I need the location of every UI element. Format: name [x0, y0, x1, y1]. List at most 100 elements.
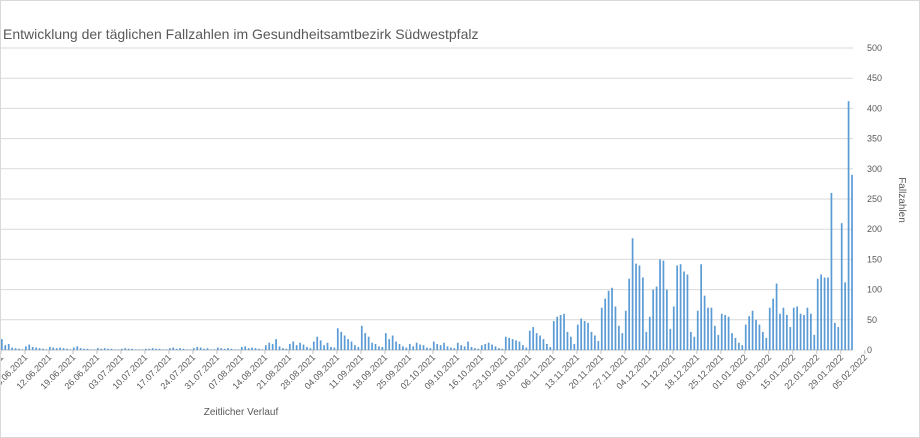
- bar: [768, 307, 771, 350]
- bar: [659, 259, 661, 350]
- bar: [604, 298, 607, 350]
- bar: [494, 346, 497, 350]
- bar: [381, 346, 384, 350]
- bar: [573, 343, 576, 350]
- bar: [755, 319, 757, 350]
- bar: [18, 348, 20, 350]
- bar: [350, 341, 353, 350]
- bar: [484, 343, 487, 350]
- bar: [55, 348, 58, 350]
- bar: [336, 328, 339, 350]
- bar: [762, 331, 764, 350]
- bar: [203, 348, 205, 350]
- bar: [669, 328, 672, 350]
- bar: [738, 342, 740, 350]
- y-tick-label: 50: [867, 315, 877, 325]
- bar: [426, 347, 428, 350]
- bar: [693, 336, 696, 350]
- bar: [141, 349, 144, 350]
- x-axis-label: Zeitlicher Verlauf: [204, 407, 279, 418]
- bars: [1, 101, 853, 351]
- bar: [552, 321, 555, 350]
- bar: [306, 346, 308, 350]
- bar: [744, 324, 747, 350]
- bar: [155, 348, 157, 350]
- bar: [501, 348, 504, 350]
- bar: [624, 310, 627, 350]
- bar: [470, 346, 473, 350]
- y-axis-label: Fallzahlen: [896, 177, 907, 223]
- bar: [25, 346, 27, 350]
- bar: [748, 316, 750, 350]
- bar: [415, 342, 418, 350]
- bar: [371, 342, 373, 350]
- bar: [261, 349, 264, 350]
- bar: [583, 321, 586, 350]
- bar: [199, 347, 202, 350]
- bar: [38, 348, 41, 350]
- bar: [240, 346, 243, 350]
- bar: [528, 330, 531, 350]
- bar: [62, 348, 65, 350]
- chart-title: Entwicklung der täglichen Fallzahlen im …: [3, 26, 478, 42]
- bar: [90, 349, 92, 350]
- bar: [799, 313, 802, 350]
- bar: [645, 331, 648, 350]
- bar: [638, 265, 641, 350]
- bar: [570, 336, 572, 350]
- bar: [151, 348, 154, 350]
- bar: [453, 348, 456, 350]
- bar: [703, 295, 706, 350]
- bar: [779, 313, 781, 350]
- bar: [21, 349, 24, 350]
- y-tick-label: 500: [867, 43, 882, 53]
- bar: [652, 289, 655, 350]
- bar: [792, 307, 795, 350]
- bar: [724, 314, 727, 350]
- bar: [48, 346, 51, 350]
- bar: [504, 336, 507, 350]
- bar: [734, 337, 737, 350]
- bar: [611, 287, 613, 350]
- bar: [515, 340, 517, 350]
- bar: [134, 349, 137, 350]
- bar: [436, 343, 439, 350]
- bar: [354, 345, 356, 350]
- bar: [796, 306, 798, 350]
- bar: [35, 347, 37, 350]
- bar: [666, 289, 668, 350]
- bar: [539, 335, 541, 350]
- bar: [731, 333, 733, 350]
- bar: [498, 348, 500, 350]
- bar: [384, 333, 387, 350]
- bar: [227, 348, 229, 350]
- bar: [172, 347, 175, 350]
- bar: [333, 347, 336, 350]
- bar: [220, 348, 223, 350]
- bar: [522, 345, 524, 350]
- bar: [234, 349, 236, 350]
- bar: [847, 101, 850, 351]
- bar: [86, 348, 89, 350]
- bar: [288, 343, 291, 350]
- bar: [244, 346, 247, 350]
- bar: [446, 346, 449, 350]
- bar: [422, 345, 425, 350]
- y-tick-label: 150: [867, 254, 882, 264]
- bar: [316, 336, 319, 350]
- bar: [707, 307, 709, 350]
- bar: [686, 274, 689, 350]
- bar: [491, 344, 493, 350]
- bar: [443, 342, 445, 350]
- bar: [474, 348, 476, 350]
- bar: [765, 337, 768, 350]
- y-tick-label: 0: [867, 345, 872, 355]
- bar: [213, 349, 216, 350]
- bar: [330, 346, 332, 350]
- bar: [690, 331, 692, 350]
- bar: [364, 333, 367, 350]
- bar: [535, 333, 538, 350]
- bar: [546, 343, 548, 350]
